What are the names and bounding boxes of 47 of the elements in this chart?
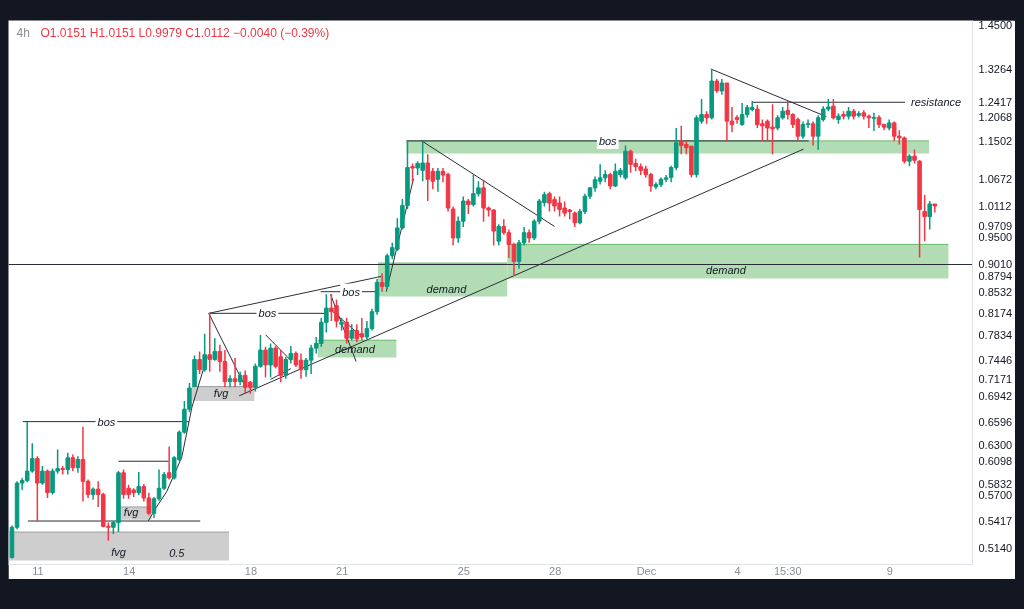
annotation: fvg <box>213 387 230 400</box>
y-tick-label: 0.5832 <box>978 477 1013 490</box>
chart-subtitle: O1.0151 H1.0151 L0.9979 C1.0112 −0.0040 (−0.39%) <box>40 25 330 40</box>
x-tick-label: 28 <box>549 564 562 577</box>
y-tick-label: 1.2068 <box>978 110 1013 123</box>
y-tick-label: 0.9010 <box>978 258 1013 271</box>
y-tick-label: 0.6300 <box>978 438 1013 451</box>
y-tick-label: 0.5417 <box>978 515 1013 528</box>
annotation: resistance <box>911 96 962 109</box>
chart-title: 4h <box>16 25 30 40</box>
y-tick-label: 1.2417 <box>978 96 1013 109</box>
y-tick-label: 0.6098 <box>978 455 1013 468</box>
y-tick-label: 0.5140 <box>978 541 1013 554</box>
y-tick-label: 1.4500 <box>978 18 1013 31</box>
x-tick-label: Dec <box>636 564 657 577</box>
annotation: bos <box>97 415 116 428</box>
y-tick-label: 1.1502 <box>978 134 1013 147</box>
y-tick-label: 0.5700 <box>978 489 1013 502</box>
y-tick-label: 0.6596 <box>978 415 1013 428</box>
y-tick-label: 1.3264 <box>978 62 1013 75</box>
x-tick-label: 4 <box>734 564 741 577</box>
x-tick-label: 25 <box>457 564 471 577</box>
y-tick-label: 0.8174 <box>978 307 1013 320</box>
x-tick-label: 14 <box>123 564 136 577</box>
x-tick-label: 15:30 <box>773 564 802 577</box>
x-tick-label: 9 <box>886 564 893 577</box>
annotation: fvg <box>123 505 140 518</box>
y-tick-label: 0.7171 <box>978 373 1013 386</box>
y-tick-label: 0.7834 <box>978 328 1013 341</box>
x-tick-label: 11 <box>32 564 44 577</box>
annotation: fvg <box>111 546 127 559</box>
y-tick-label: 0.9500 <box>978 231 1013 244</box>
y-tick-label: 1.0672 <box>978 172 1013 185</box>
annotation: demand <box>426 282 468 295</box>
x-tick-label: 21 <box>336 564 349 577</box>
annotation: bos <box>342 285 361 298</box>
x-tick-label: 18 <box>244 564 258 577</box>
y-tick-label: 0.8794 <box>978 270 1013 283</box>
y-tick-label: 1.0112 <box>978 199 1012 212</box>
y-tick-label: 0.9709 <box>978 220 1013 233</box>
y-tick-label: 0.7446 <box>978 354 1013 367</box>
y-tick-label: 0.6942 <box>978 389 1013 402</box>
annotation: 0.5 <box>169 547 186 560</box>
annotation: bos <box>258 307 277 320</box>
annotation: demand <box>706 264 747 277</box>
annotation: bos <box>598 134 618 147</box>
y-tick-label: 0.8532 <box>978 285 1013 298</box>
